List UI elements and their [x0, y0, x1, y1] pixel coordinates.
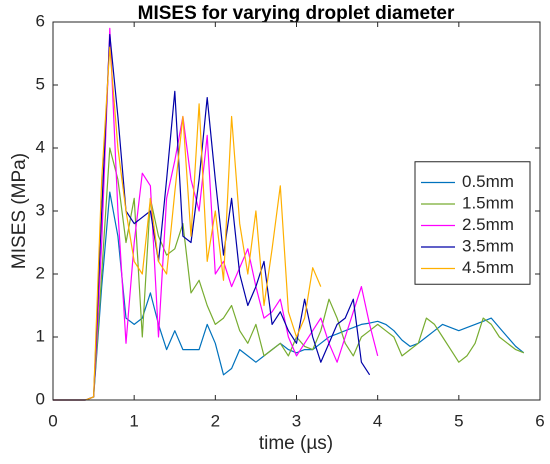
x-tick-label: 3: [292, 411, 301, 430]
x-tick-label: 5: [454, 411, 463, 430]
y-tick-label: 3: [36, 200, 45, 219]
x-tick-label: 1: [129, 411, 138, 430]
legend-label: 0.5mm: [462, 172, 514, 191]
chart-title: MISES for varying droplet diameter: [138, 3, 455, 24]
y-tick-label: 5: [36, 74, 45, 93]
legend-label: 2.5mm: [462, 215, 514, 234]
series-line: [53, 191, 525, 401]
y-axis-label: MISES (MPa): [9, 153, 30, 269]
axes-box: [52, 21, 541, 401]
series-line: [53, 147, 525, 401]
series-line: [53, 46, 322, 401]
x-tick-label: 0: [48, 411, 57, 430]
x-tick-label: 4: [373, 411, 382, 430]
y-tick-label: 1: [36, 326, 45, 345]
legend-label: 4.5mm: [462, 258, 514, 277]
y-tick-label: 0: [36, 389, 45, 408]
y-tick-label: 2: [36, 263, 45, 282]
y-tick-label: 6: [36, 11, 45, 30]
x-axis-label: time (µs): [259, 433, 333, 454]
legend: 0.5mm 1.5mm 2.5mm 3.5mm 4.5mm: [414, 161, 531, 285]
y-tick-label: 4: [36, 137, 45, 156]
legend-label: 1.5mm: [462, 193, 514, 212]
x-tick-label: 6: [535, 411, 544, 430]
x-tick-label: 2: [211, 411, 220, 430]
legend-label: 3.5mm: [462, 236, 514, 255]
